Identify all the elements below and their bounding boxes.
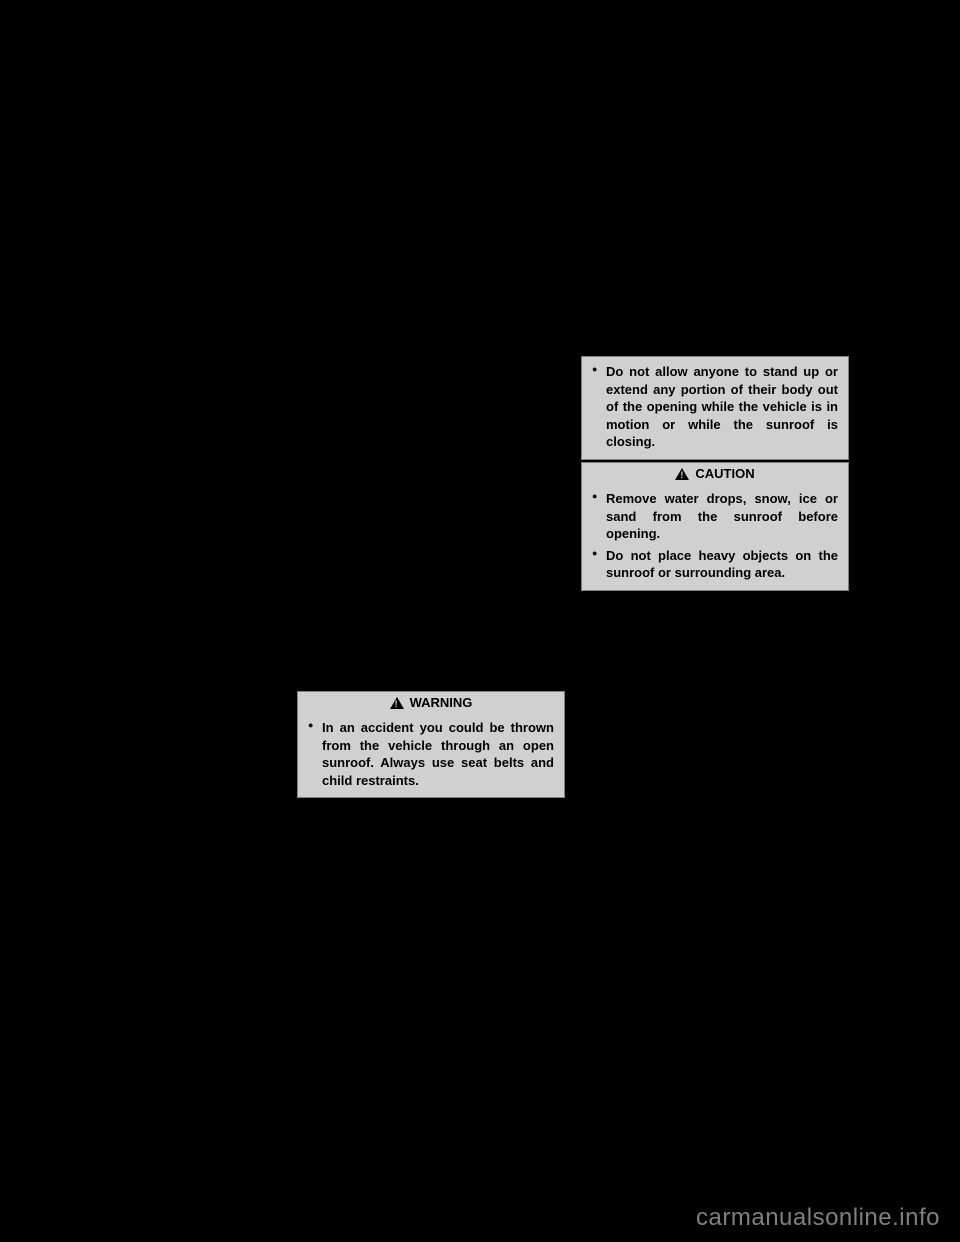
warning-box: WARNING In an accident you could be thro… — [297, 691, 565, 798]
figure-placeholder — [14, 355, 279, 573]
caution-content: Remove water drops, snow, ice or sand fr… — [582, 484, 848, 590]
continuation-item: Do not allow anyone to stand up or exten… — [592, 363, 838, 451]
caution-item: Remove water drops, snow, ice or sand fr… — [592, 490, 838, 543]
caution-header: CAUTION — [582, 463, 848, 484]
watermark-text: carmanualsonline.info — [696, 1204, 940, 1232]
warning-item: In an accident you could be thrown from … — [308, 719, 554, 789]
warning-header: WARNING — [298, 692, 564, 713]
caution-box: CAUTION Remove water drops, snow, ice or… — [581, 462, 849, 591]
warning-icon — [390, 697, 404, 709]
warning-content: In an accident you could be thrown from … — [298, 713, 564, 797]
caution-item: Do not place heavy objects on the sunroo… — [592, 547, 838, 582]
continuation-box: Do not allow anyone to stand up or exten… — [581, 356, 849, 460]
caution-label: CAUTION — [695, 466, 754, 481]
warning-label: WARNING — [410, 695, 473, 710]
caution-icon — [675, 468, 689, 480]
